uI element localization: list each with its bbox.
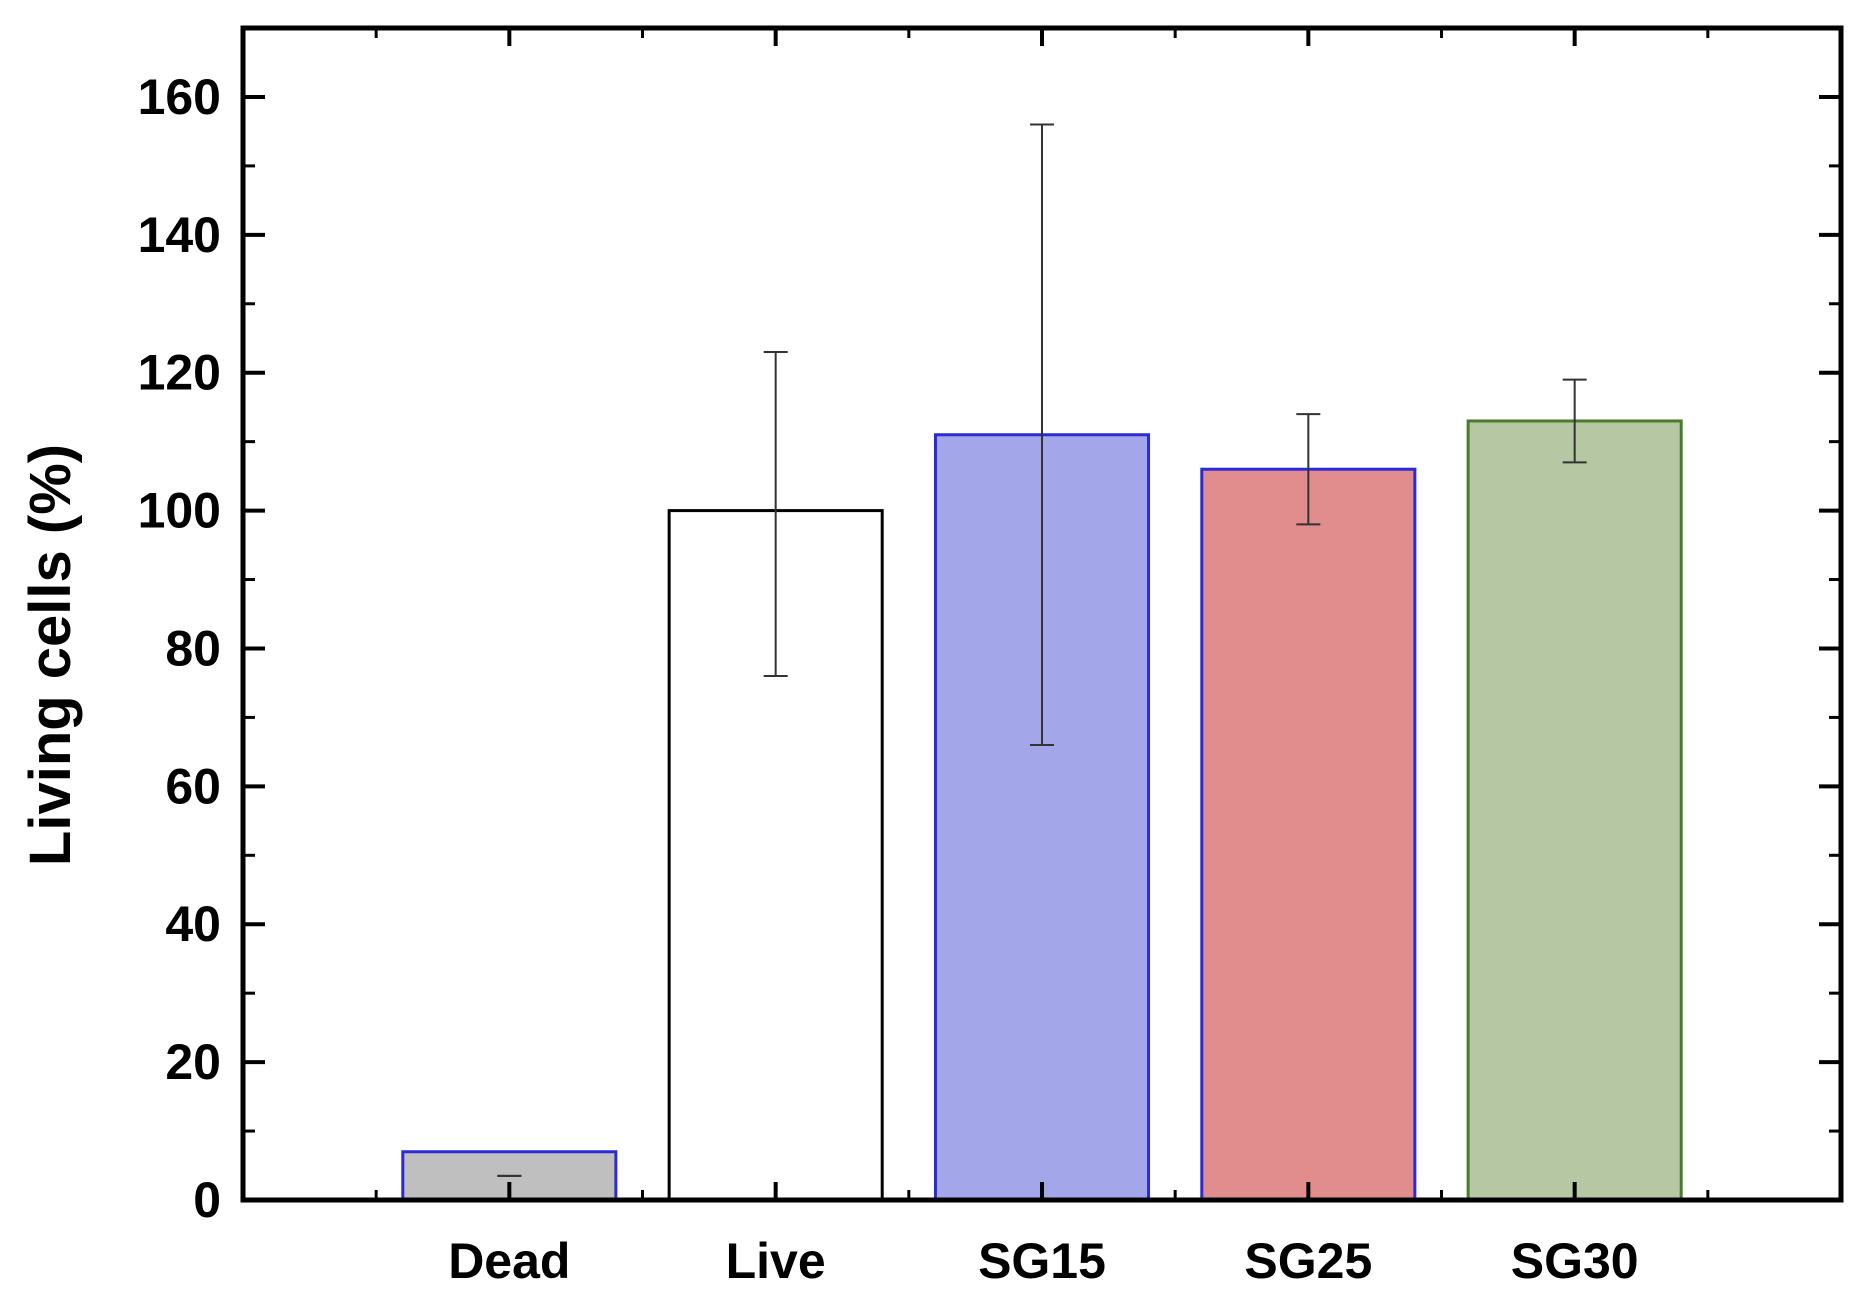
y-tick-label-20: 20 xyxy=(165,1034,221,1090)
y-tick-label-160: 160 xyxy=(138,69,221,125)
bar-sg30 xyxy=(1466,419,1683,1202)
y-tick-label-40: 40 xyxy=(165,896,221,952)
chart-marks xyxy=(401,123,1683,1202)
plot-frame xyxy=(240,25,1844,1203)
y-axis-title: Living cells (%) xyxy=(18,444,83,866)
y-tick-label-140: 140 xyxy=(138,207,221,263)
y-tick-label-0: 0 xyxy=(193,1172,221,1228)
y-tick-label-80: 80 xyxy=(165,620,221,676)
tick-labels: Dead Live SG15 SG25 SG30 0 20 40 60 80 100 120 140 16… xyxy=(138,69,1639,1289)
x-tick-label-live: Live xyxy=(726,1233,826,1289)
y-tick-label-120: 120 xyxy=(138,345,221,401)
x-tick-label-sg15: SG15 xyxy=(978,1233,1106,1289)
x-tick-label-sg30: SG30 xyxy=(1511,1233,1639,1289)
x-tick-label-dead: Dead xyxy=(448,1233,570,1289)
x-tick-label-sg25: SG25 xyxy=(1244,1233,1372,1289)
bar-sg25 xyxy=(1200,467,1417,1202)
y-tick-label-100: 100 xyxy=(138,483,221,539)
y-tick-label-60: 60 xyxy=(165,758,221,814)
